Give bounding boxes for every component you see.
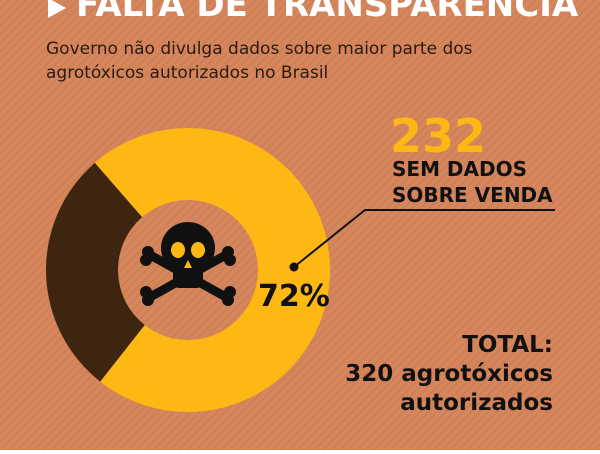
donut-slice <box>94 127 330 412</box>
count-text: SEM DADOS <box>392 157 527 181</box>
donut-slice <box>45 162 145 382</box>
chart-title: FALTA DE TRANSPARÊNCIA <box>76 0 579 25</box>
total-text: autorizados <box>400 390 553 416</box>
subtitle: Governo não divulga dados sobre maior pa… <box>46 39 473 59</box>
count-annotation: 232 <box>390 109 486 163</box>
title-arrow <box>48 0 66 18</box>
value-label: 72% <box>258 279 330 314</box>
leader-line <box>293 209 555 268</box>
count-text: SOBRE VENDA <box>392 183 553 207</box>
skull-icon <box>140 222 236 306</box>
total-text: 320 agrotóxicos <box>345 361 553 387</box>
subtitle: agrotóxicos autorizados no Brasil <box>46 63 328 83</box>
donut <box>45 127 330 412</box>
total-text: TOTAL: <box>462 332 553 358</box>
